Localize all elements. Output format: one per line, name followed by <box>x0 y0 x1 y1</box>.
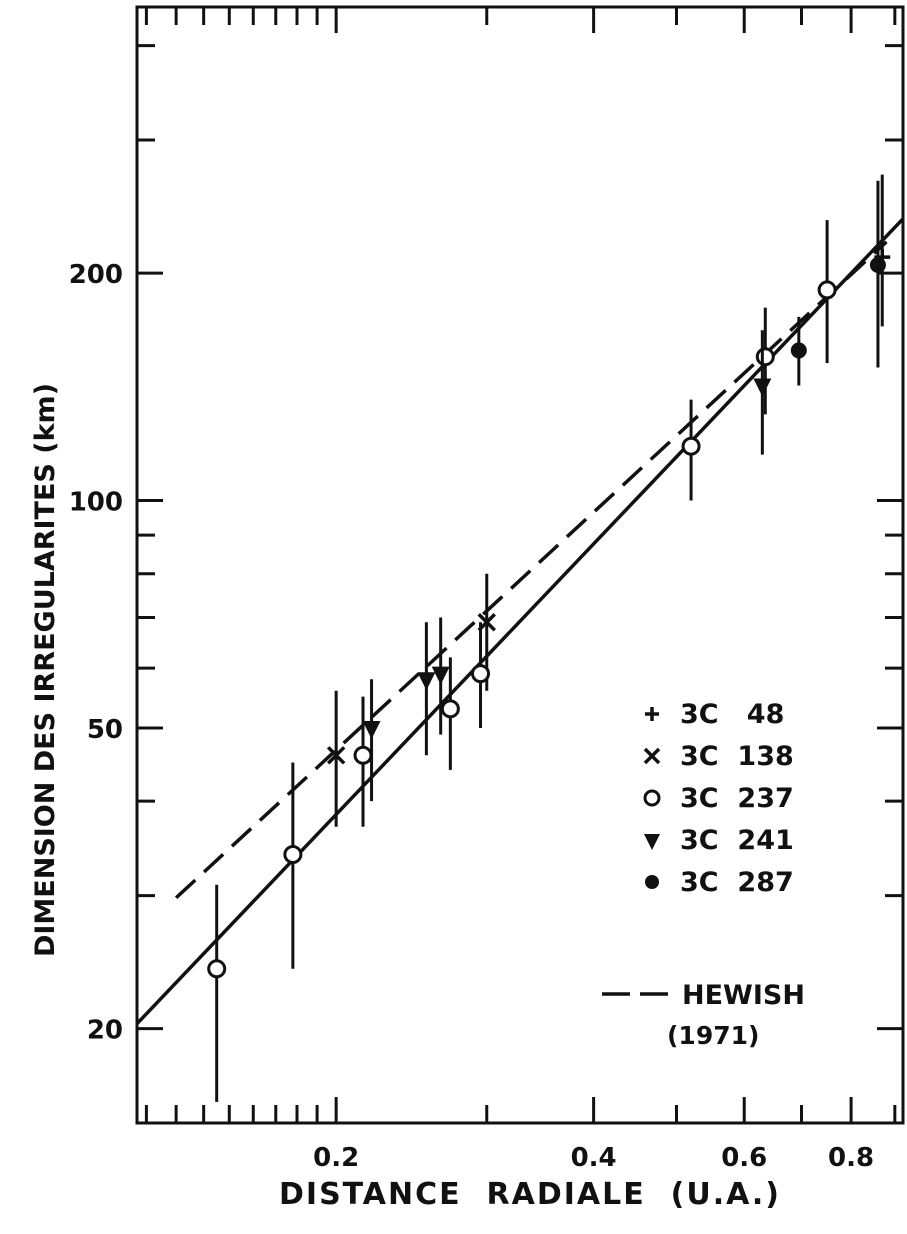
y-tick-label: 100 <box>69 488 123 518</box>
legend-label: 3C 48 <box>680 699 784 730</box>
plot-border <box>135 5 905 1125</box>
x-tick-label: 0.4 <box>571 1143 617 1173</box>
open-circle-marker <box>207 959 227 979</box>
y-tick-label: 20 <box>87 1016 123 1046</box>
filled-triangle-marker <box>753 378 772 397</box>
legend: 3C 48 3C 138 3C 237 3C 241 3C 287 HEWISH (1971… <box>602 699 805 1050</box>
cross-marker <box>643 747 661 765</box>
open-circle-marker <box>755 347 775 367</box>
triangle-shape <box>753 378 772 397</box>
legend-label: 3C 138 <box>680 741 794 772</box>
open-circle-marker <box>643 789 661 807</box>
filled-circle-shape <box>790 342 807 359</box>
filled-triangle-marker <box>431 666 450 685</box>
open-circle-shape <box>817 280 837 300</box>
x-tick-label: 0.8 <box>828 1143 874 1173</box>
open-circle-shape <box>755 347 775 367</box>
plot-frame <box>135 5 905 1125</box>
open-circle-marker <box>471 664 491 684</box>
hewish-legend-year: (1971) <box>667 1021 759 1050</box>
cross-stroke <box>643 747 661 765</box>
triangle-shape <box>431 666 450 685</box>
filled-triangle-marker <box>417 672 436 691</box>
y-tick-label: 50 <box>87 715 123 745</box>
filled-triangle-marker <box>644 834 660 850</box>
open-circle-shape <box>283 844 303 864</box>
filled-circle-marker <box>645 875 659 889</box>
legend-label: 3C 287 <box>680 867 794 898</box>
plus-marker <box>645 707 659 721</box>
data-points <box>207 174 891 1102</box>
open-circle-shape <box>471 664 491 684</box>
open-circle-marker <box>283 844 303 864</box>
open-circle-shape <box>353 745 373 765</box>
x-tick-label: 0.2 <box>313 1143 359 1173</box>
open-circle-marker <box>353 745 373 765</box>
filled-circle-marker <box>869 256 886 273</box>
legend-label: 3C 237 <box>680 783 794 814</box>
open-circle-marker <box>440 699 460 719</box>
fit-line <box>135 217 905 1025</box>
filled-circle-shape <box>869 256 886 273</box>
tick-labels: 0.2 0.4 0.6 0.8 20 50 100 200 <box>69 260 874 1173</box>
x-axis-label: DISTANCE RADIALE (U.A.) <box>279 1177 781 1212</box>
filled-circle-shape <box>645 875 659 889</box>
open-circle-marker <box>681 436 701 456</box>
y-tick-label: 200 <box>69 260 123 290</box>
fit-lines <box>135 217 905 1025</box>
open-circle-shape <box>681 436 701 456</box>
y-axis-label: DIMENSION DES IRREGULARITES (km) <box>30 383 61 957</box>
triangle-shape <box>417 672 436 691</box>
open-circle-shape <box>207 959 227 979</box>
open-circle-shape <box>440 699 460 719</box>
triangle-shape <box>644 834 660 850</box>
hewish-legend-label: HEWISH <box>682 980 805 1011</box>
open-circle-shape <box>643 789 661 807</box>
filled-circle-marker <box>790 342 807 359</box>
triangle-shape <box>362 720 381 739</box>
cross-stroke <box>326 746 346 765</box>
legend-label: 3C 241 <box>680 825 794 856</box>
x-tick-label: 0.6 <box>721 1143 767 1173</box>
open-circle-marker <box>817 280 837 300</box>
cross-marker <box>326 746 346 765</box>
axis-ticks <box>137 7 903 1123</box>
filled-triangle-marker <box>362 720 381 739</box>
